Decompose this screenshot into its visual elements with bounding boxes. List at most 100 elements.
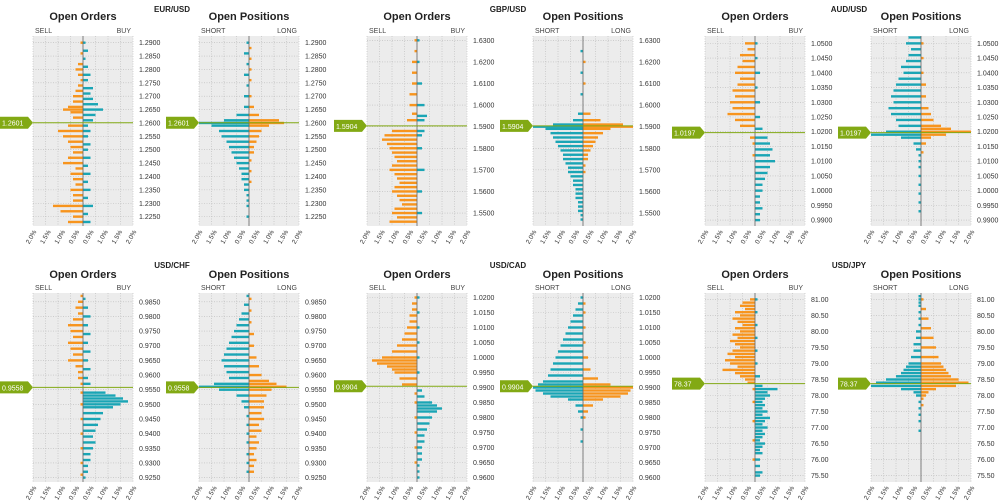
current-price-label: 0.9558 [168, 385, 190, 392]
bar [550, 395, 583, 398]
x-tick-label: 1.0% [596, 229, 610, 246]
bar [399, 198, 417, 202]
bar [755, 71, 760, 75]
bar [244, 73, 249, 77]
bar [583, 140, 596, 143]
bar [246, 294, 249, 298]
bar [80, 473, 83, 476]
bar [83, 394, 116, 397]
bar [80, 461, 83, 465]
bar [73, 194, 83, 197]
current-price-tag [838, 377, 871, 390]
x-tick-label: 1.5% [539, 485, 553, 502]
bar [244, 95, 249, 98]
pair-label: AUD/USD [831, 5, 868, 14]
bar [80, 294, 83, 298]
x-tick-label: 1.0% [554, 229, 568, 246]
bar [578, 410, 583, 413]
y-tick-label: 1.5800 [639, 146, 661, 153]
panel-open-orders: Open Orders SELL BUY 1.0200 1.0150 1.0100 1.00… [334, 269, 495, 501]
y-tick-label: 0.9600 [305, 373, 327, 380]
bar [249, 394, 267, 397]
bar [742, 59, 755, 63]
x-tick-label: 1.0% [934, 485, 948, 502]
x-tick-label: 2.0% [125, 485, 139, 502]
bar [404, 332, 417, 335]
bar [199, 385, 249, 388]
x-tick-label: 0.5% [68, 229, 82, 246]
bar [83, 119, 93, 122]
bar [412, 302, 417, 305]
bar [78, 312, 83, 315]
y-tick-label: 1.0200 [473, 295, 495, 302]
bar [755, 362, 758, 365]
bar [583, 112, 591, 115]
bar [417, 147, 422, 150]
bar [214, 382, 249, 386]
y-tick-label: 80.00 [977, 329, 995, 336]
y-tick-label: 1.2600 [139, 120, 161, 127]
bar [244, 105, 249, 109]
bar [535, 389, 583, 392]
bar [921, 307, 926, 311]
bar [745, 378, 755, 381]
y-tick-label: 79.50 [811, 345, 829, 352]
y-tick-label: 1.0000 [977, 188, 999, 195]
bar [83, 367, 91, 371]
bar [387, 365, 417, 368]
x-tick-label: 1.5% [783, 229, 797, 246]
y-tick-label: 1.0300 [977, 100, 999, 107]
bar [75, 68, 83, 71]
x-tick-label: 0.5% [906, 485, 920, 502]
bar [558, 350, 583, 353]
x-tick-label: 1.0% [54, 229, 68, 246]
bar [417, 416, 432, 419]
bar [402, 383, 417, 386]
bar [913, 391, 921, 394]
x-tick-label: 1.0% [96, 229, 110, 246]
bar [83, 332, 91, 336]
bar [747, 48, 755, 51]
bar [249, 382, 277, 386]
bar [83, 57, 86, 60]
y-tick-label: 0.9800 [639, 415, 661, 422]
bar [583, 383, 611, 386]
bar [893, 101, 921, 104]
current-price-label: 78.37 [840, 382, 858, 389]
y-tick-label: 0.9400 [305, 431, 327, 438]
bar [83, 411, 103, 415]
bar [750, 136, 755, 139]
panel-title: Open Positions [543, 269, 624, 281]
x-tick-label: 1.5% [373, 485, 387, 502]
current-price-label: 0.9558 [2, 385, 24, 392]
x-tick-label: 2.0% [291, 229, 305, 246]
x-tick-label: 1.0% [262, 485, 276, 502]
y-tick-label: 1.0100 [811, 159, 833, 166]
x-tick-label: 1.0% [388, 485, 402, 502]
x-tick-label: 0.5% [248, 229, 262, 246]
bar [249, 458, 257, 462]
bar [747, 381, 755, 384]
bar [911, 355, 921, 359]
bar [755, 442, 765, 445]
x-tick-label: 0.5% [416, 485, 430, 502]
bar [921, 298, 924, 301]
bar [414, 49, 417, 53]
x-tick-label: 2.0% [525, 485, 539, 502]
bar [583, 326, 586, 329]
bar [921, 387, 936, 391]
x-tick-label: 1.5% [39, 485, 53, 502]
bar [392, 129, 417, 133]
bar [755, 349, 758, 352]
x-tick-label: 0.5% [920, 229, 934, 246]
bar [231, 335, 249, 339]
y-tick-label: 0.9850 [139, 299, 161, 306]
x-tick-label: 1.5% [949, 485, 963, 502]
y-tick-label: 1.6200 [473, 59, 495, 66]
bar [75, 306, 83, 309]
bar [83, 464, 88, 468]
bar [83, 220, 91, 224]
y-tick-label: 1.2850 [305, 54, 327, 61]
bar [730, 101, 755, 104]
